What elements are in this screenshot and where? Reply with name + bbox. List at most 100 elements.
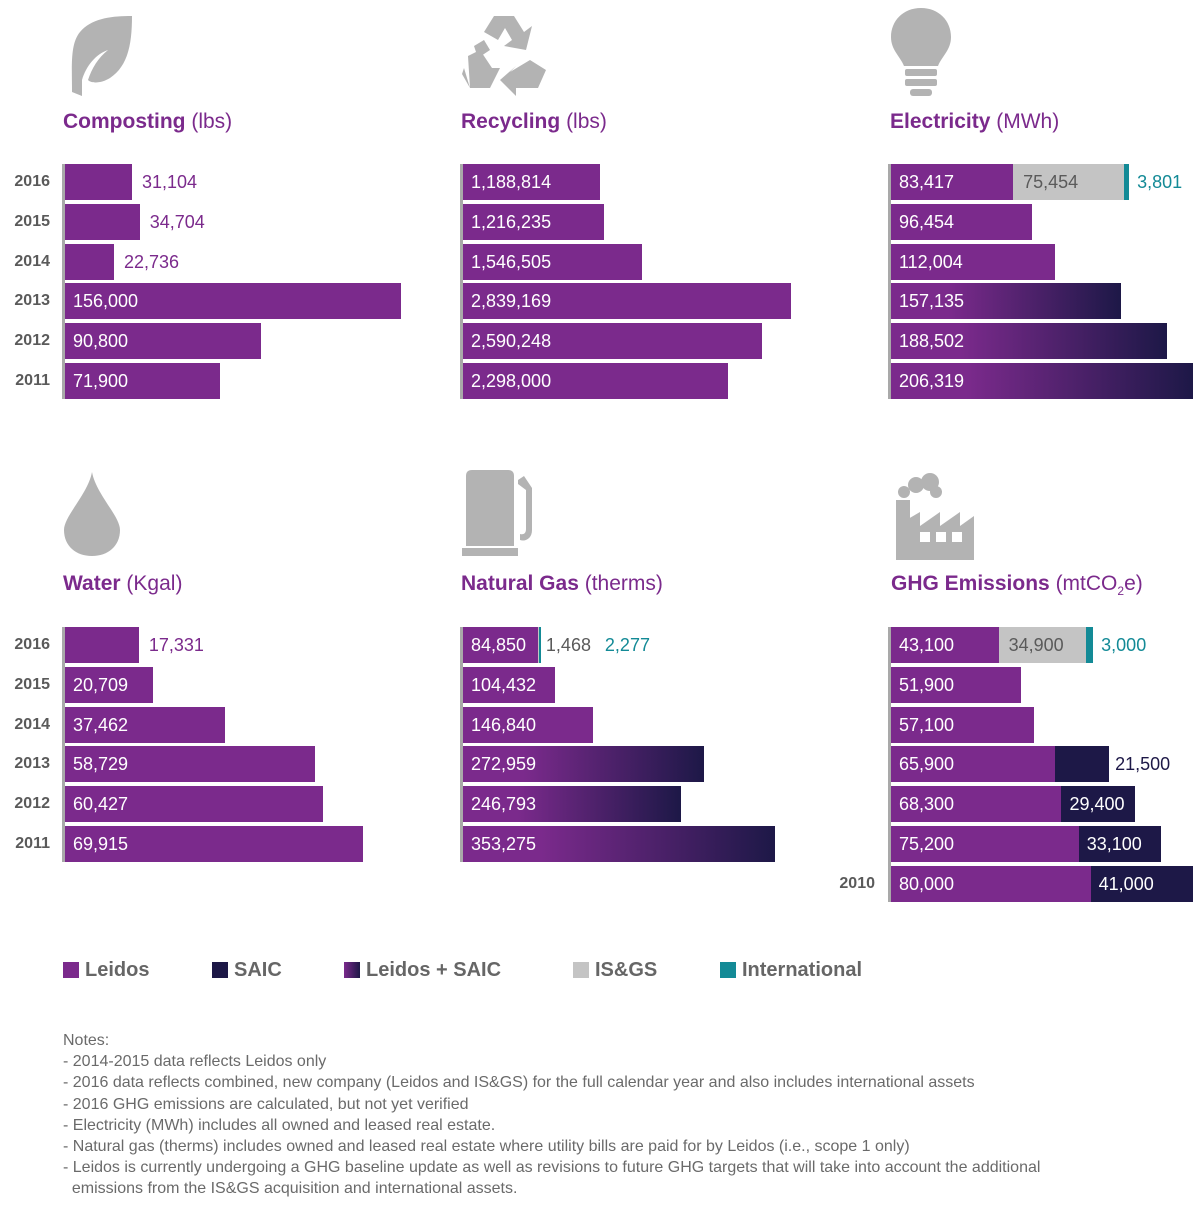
year-label: 2015 <box>14 675 50 693</box>
legend-leidos: Leidos <box>63 958 149 982</box>
bar-value-label: 2,839,169 <box>471 291 552 312</box>
bar-value-label: 22,736 <box>123 251 180 272</box>
bar-international <box>1123 164 1130 200</box>
y-axis-line <box>888 627 891 902</box>
bar-value-label: 69,915 <box>73 834 129 854</box>
chart-unit: (therms) <box>584 572 663 595</box>
bar-value-label: 246,793 <box>471 794 537 815</box>
bar-value-label: 96,454 <box>899 211 955 232</box>
legend-label: International <box>742 958 863 981</box>
year-label: 2016 <box>14 636 50 653</box>
chart-title: Electricity <box>890 110 991 133</box>
bar-leidos <box>463 323 763 360</box>
bar-value-label: 84,850 <box>471 635 527 655</box>
bar-value-label: 17,331 <box>148 635 204 655</box>
note-line: - Electricity (MWh) includes all owned a… <box>63 1116 496 1134</box>
bar-leidos-saic <box>891 323 1167 360</box>
bar-value-label: 112,004 <box>899 251 963 272</box>
bar-leidos <box>463 627 538 663</box>
bar-leidos <box>891 666 1021 703</box>
note-line: - 2016 GHG emissions are calculated, but… <box>63 1095 469 1113</box>
notes: Notes: - 2014-2015 data reflects Leidos … <box>63 1030 1040 1200</box>
bar-isgs-value-label: 75,454 <box>1023 172 1079 192</box>
legend-label: SAIC <box>234 958 282 981</box>
natural-gas-title: Natural Gas (therms) <box>461 572 663 596</box>
bar-international-value-label: 3,801 <box>1137 172 1183 192</box>
bar-international <box>538 627 542 663</box>
bar-saic <box>1078 826 1162 862</box>
bar-leidos <box>463 243 642 280</box>
note-line: - 2016 data reflects combined, new compa… <box>63 1074 975 1092</box>
bar-leidos-saic <box>463 746 705 783</box>
bar-value-label: 272,959 <box>471 754 537 775</box>
ghg-title: GHG Emissions (mtCO2e) <box>891 572 1143 598</box>
bar-leidos-saic <box>463 786 681 823</box>
bar-isgs-value-label: 1,468 <box>545 635 591 655</box>
bar-saic <box>1090 865 1193 902</box>
bar-international-value-label: 2,277 <box>604 635 650 655</box>
bar-saic-value-label: 21,500 <box>1115 754 1171 775</box>
bar-value-label: 1,188,814 <box>471 172 552 192</box>
notes-heading: Notes: <box>63 1032 110 1049</box>
chart-title: Natural Gas <box>461 572 579 595</box>
bar-leidos <box>65 666 154 703</box>
bar-value-label: 34,704 <box>149 211 205 232</box>
legend-swatch-leidos <box>63 962 79 978</box>
year-label: 2011 <box>15 372 50 389</box>
bar-leidos <box>65 323 261 360</box>
y-axis-line <box>460 627 463 862</box>
bar-value-label: 68,300 <box>899 794 955 815</box>
recycle-icon <box>462 16 546 96</box>
bar-isgs <box>1013 164 1124 200</box>
y-axis-line <box>62 627 65 862</box>
legend-label: Leidos + SAIC <box>366 958 502 981</box>
y-axis-line <box>888 164 891 399</box>
bar-value-label: 146,840 <box>471 714 537 735</box>
bar-international-value-label: 3,000 <box>1101 635 1147 655</box>
bar-value-label: 2,590,248 <box>471 331 552 352</box>
legend-isgs: IS&GS <box>573 958 657 982</box>
chart-title: Water <box>63 572 121 595</box>
bar-value-label: 206,319 <box>899 371 965 391</box>
y-axis-line <box>62 164 65 399</box>
bar-saic-value-label: 29,400 <box>1069 794 1125 815</box>
legend-swatch-saic <box>212 962 228 978</box>
chart-unit: (mtCO2e) <box>1055 572 1143 599</box>
note-line: - Natural gas (therms) includes owned an… <box>63 1138 910 1156</box>
legend-international: International <box>720 958 862 982</box>
year-label: 2012 <box>14 332 50 350</box>
factory-icon <box>896 473 974 560</box>
bar-value-label: 157,135 <box>899 291 965 312</box>
bar-leidos <box>891 786 1062 823</box>
bar-leidos <box>463 164 601 200</box>
bar-leidos <box>65 243 114 280</box>
bar-value-label: 1,216,235 <box>471 211 552 232</box>
bar-value-label: 353,275 <box>471 834 537 854</box>
bar-leidos <box>65 706 225 743</box>
note-line: emissions from the IS&GS acquisition and… <box>63 1180 518 1198</box>
water-drop-icon <box>64 472 120 556</box>
note-line: - Leidos is currently undergoing a GHG b… <box>63 1159 1041 1177</box>
bar-leidos <box>65 363 220 399</box>
legend-leidos-saic: Leidos + SAIC <box>344 958 501 982</box>
leaf-icon <box>71 16 132 96</box>
bar-value-label: 156,000 <box>73 291 139 312</box>
bar-leidos <box>891 826 1079 862</box>
bar-leidos <box>891 203 1033 240</box>
bar-leidos <box>891 627 999 663</box>
bar-value-label: 58,729 <box>73 754 129 775</box>
bar-leidos <box>891 243 1055 280</box>
bar-value-label: 75,200 <box>899 834 955 854</box>
chart-unit: (lbs) <box>191 110 233 133</box>
year-label: 2010 <box>839 874 875 892</box>
bar-leidos <box>891 865 1091 902</box>
electricity-title: Electricity (MWh) <box>890 110 1059 134</box>
legend-swatch-isgs <box>573 962 589 978</box>
note-line: - 2014-2015 data reflects Leidos only <box>63 1053 327 1071</box>
composting-title: Composting (lbs) <box>63 110 232 134</box>
year-label: 2014 <box>14 715 50 733</box>
legend-saic: SAIC <box>212 958 282 982</box>
chart-title: Composting <box>63 110 186 133</box>
bar-isgs-value-label: 34,900 <box>1008 635 1064 655</box>
chart-unit: (lbs) <box>566 110 607 133</box>
